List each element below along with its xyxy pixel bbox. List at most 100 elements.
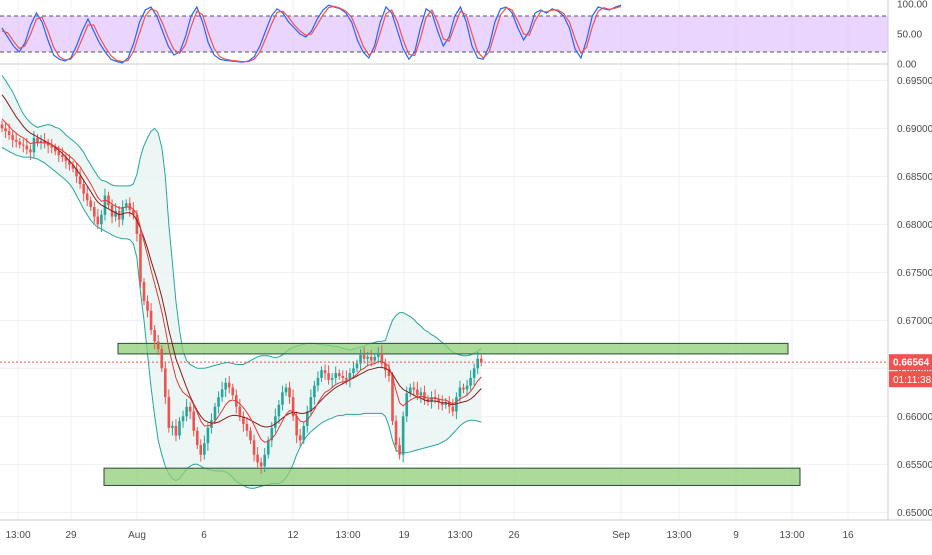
candle-body bbox=[195, 430, 199, 446]
candle-body bbox=[4, 128, 7, 132]
time-tick-label: 9 bbox=[733, 530, 739, 541]
candle-body bbox=[135, 214, 139, 234]
candle-body bbox=[313, 385, 316, 398]
candle-body bbox=[192, 411, 195, 431]
candle-body bbox=[89, 200, 93, 208]
candle-body bbox=[252, 440, 256, 455]
oscillator-band bbox=[0, 16, 888, 52]
candle-body bbox=[405, 393, 408, 417]
candle-body bbox=[412, 387, 416, 390]
candle-body bbox=[369, 356, 373, 361]
candle-body bbox=[345, 377, 348, 380]
candle-body bbox=[25, 145, 29, 150]
time-tick-label: Sep bbox=[612, 530, 630, 541]
candle-body bbox=[423, 392, 426, 400]
candle-body bbox=[479, 358, 483, 363]
candle-body bbox=[384, 363, 387, 371]
candle-body bbox=[29, 149, 32, 153]
price-tick-label: 0.69500 bbox=[897, 76, 932, 87]
candle-body bbox=[181, 416, 185, 422]
candle-body bbox=[316, 377, 320, 386]
candle-body bbox=[337, 373, 341, 376]
candle-body bbox=[348, 373, 352, 380]
candle-body bbox=[330, 377, 334, 380]
candle-body bbox=[408, 387, 412, 394]
candle-body bbox=[419, 392, 423, 396]
candle-body bbox=[53, 147, 57, 152]
time-tick-label: 12 bbox=[287, 530, 299, 541]
candle-body bbox=[245, 424, 249, 431]
time-tick-label: 26 bbox=[508, 530, 520, 541]
countdown-label: 01:11:38 bbox=[893, 375, 932, 386]
time-tick-label: Aug bbox=[128, 530, 146, 541]
candle-body bbox=[416, 389, 419, 396]
candle-body bbox=[476, 358, 479, 369]
candle-body bbox=[188, 406, 192, 412]
countdown-tag bbox=[889, 371, 932, 388]
candle-body bbox=[352, 368, 355, 374]
candle-body bbox=[224, 382, 227, 390]
candle-body bbox=[259, 462, 263, 467]
candle-body bbox=[139, 233, 142, 282]
candle-body bbox=[206, 427, 210, 444]
candle-body bbox=[93, 207, 96, 217]
candle-body bbox=[359, 354, 362, 364]
moving-average-fast bbox=[1, 118, 482, 443]
candle-body bbox=[156, 341, 160, 350]
candle-body bbox=[22, 144, 25, 146]
candle-body bbox=[284, 387, 288, 393]
candle-body bbox=[132, 209, 135, 215]
candle-body bbox=[213, 406, 217, 421]
candle-body bbox=[401, 416, 405, 455]
candle-body bbox=[227, 382, 231, 388]
candle-body bbox=[281, 392, 284, 405]
candle-body bbox=[78, 176, 82, 184]
candle-body bbox=[238, 406, 242, 417]
candle-body bbox=[32, 137, 36, 153]
candle-body bbox=[164, 368, 167, 398]
candle-body bbox=[270, 427, 274, 441]
candle-body bbox=[377, 352, 380, 357]
candle-body bbox=[323, 370, 327, 374]
candle-body bbox=[387, 370, 391, 376]
time-tick-label: 13:00 bbox=[666, 530, 691, 541]
moving-average-slow bbox=[1, 94, 482, 428]
candle-body bbox=[249, 430, 252, 441]
candle-body bbox=[57, 151, 61, 156]
candle-body bbox=[174, 425, 178, 436]
candle-body bbox=[203, 443, 206, 455]
support-resistance-zone bbox=[103, 467, 801, 486]
candle-body bbox=[309, 397, 313, 412]
candle-body bbox=[71, 164, 75, 169]
candle-body bbox=[373, 356, 377, 361]
candle-body bbox=[355, 363, 359, 369]
candle-body bbox=[256, 454, 259, 463]
candle-body bbox=[210, 420, 213, 428]
candle-body bbox=[341, 376, 345, 378]
oscillator-series-0 bbox=[1, 4, 622, 64]
candle-body bbox=[451, 406, 455, 412]
candle-body bbox=[153, 329, 156, 342]
candle-body bbox=[362, 354, 366, 359]
candle-body bbox=[274, 416, 277, 428]
candle-body bbox=[124, 203, 128, 208]
price-tick-label: 0.68000 bbox=[897, 220, 932, 231]
last-price-tag bbox=[889, 354, 932, 371]
candle-body bbox=[398, 445, 401, 455]
candle-body bbox=[0, 124, 4, 129]
candle-body bbox=[107, 195, 110, 206]
candle-body bbox=[394, 421, 398, 446]
candle-body bbox=[242, 416, 245, 424]
price-tick-label: 0.65500 bbox=[897, 460, 932, 471]
bollinger-upper bbox=[1, 75, 482, 369]
candle-body bbox=[217, 397, 220, 407]
candle-body bbox=[306, 411, 309, 426]
candle-body bbox=[171, 425, 174, 428]
candle-body bbox=[64, 157, 68, 161]
candle-body bbox=[298, 435, 302, 441]
price-tick-label: 0.66000 bbox=[897, 412, 932, 423]
candle-body bbox=[334, 373, 337, 378]
time-tick-label: 16 bbox=[842, 530, 854, 541]
candle-body bbox=[178, 421, 181, 436]
